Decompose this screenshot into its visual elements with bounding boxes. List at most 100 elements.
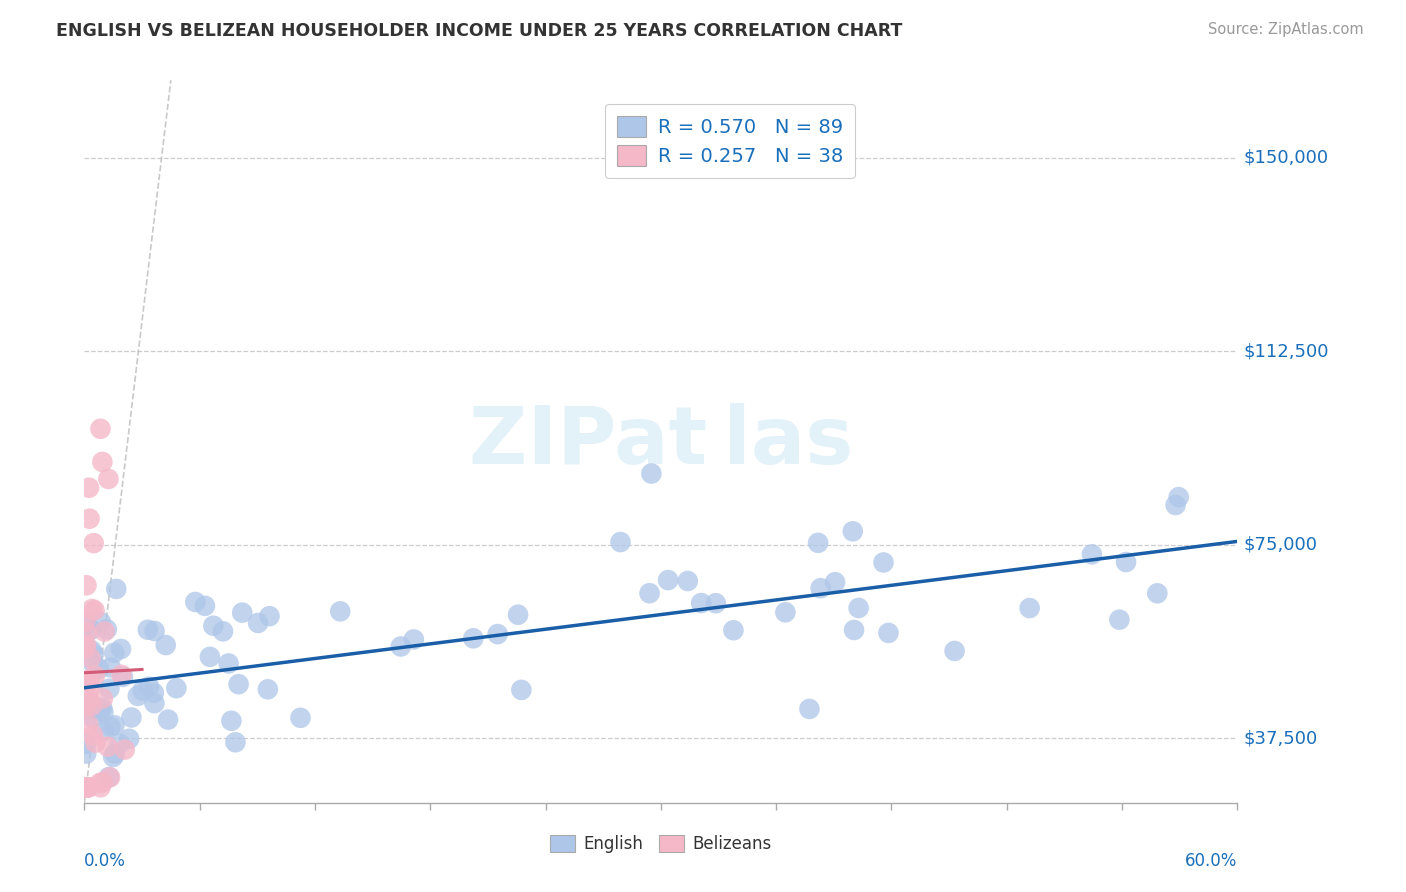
Point [79, 694, 101, 708]
Point [93, 624, 115, 639]
Point [848, 601, 870, 615]
Point [218, 657, 240, 671]
Point [118, 731, 141, 746]
Point [91, 701, 114, 715]
Point [79, 673, 101, 687]
Point [127, 689, 149, 703]
Point [877, 626, 900, 640]
Point [389, 640, 412, 654]
Point [75, 618, 97, 632]
Point [486, 627, 509, 641]
Point [157, 713, 180, 727]
Point [77, 481, 100, 495]
Point [89, 704, 111, 718]
Point [96, 622, 118, 636]
Point [131, 683, 153, 698]
Point [259, 609, 281, 624]
Point [87, 661, 110, 675]
Point [943, 644, 966, 658]
Point [704, 596, 727, 610]
Point [872, 556, 894, 570]
Point [198, 649, 221, 664]
Point [807, 536, 830, 550]
Point [75, 641, 97, 656]
Point [799, 702, 821, 716]
Point [329, 604, 352, 618]
Text: 60.0%: 60.0% [1185, 852, 1237, 870]
Point [104, 747, 127, 761]
Point [221, 714, 243, 728]
Point [97, 770, 120, 784]
Point [506, 607, 529, 622]
Point [256, 682, 278, 697]
Text: $112,500: $112,500 [1243, 343, 1329, 360]
Point [82, 656, 104, 670]
Point [75, 614, 97, 628]
Point [82, 728, 104, 742]
Point [247, 615, 270, 630]
Point [76, 625, 98, 640]
Point [83, 647, 105, 661]
Point [79, 701, 101, 715]
Point [165, 681, 187, 696]
Point [110, 668, 132, 682]
Point [1018, 601, 1040, 615]
Point [77, 780, 100, 795]
Text: ZIPat las: ZIPat las [468, 402, 853, 481]
Text: $75,000: $75,000 [1243, 536, 1317, 554]
Point [120, 710, 142, 724]
Point [83, 536, 105, 550]
Point [1081, 547, 1104, 561]
Point [79, 511, 101, 525]
Point [810, 581, 832, 595]
Point [75, 578, 97, 592]
Point [91, 691, 114, 706]
Point [609, 535, 631, 549]
Point [657, 573, 679, 587]
Point [228, 677, 250, 691]
Point [89, 780, 111, 795]
Point [84, 736, 107, 750]
Point [82, 711, 104, 725]
Point [98, 771, 121, 785]
Point [143, 624, 166, 638]
Point [142, 686, 165, 700]
Point [105, 582, 128, 596]
Point [138, 680, 160, 694]
Point [231, 606, 253, 620]
Point [108, 737, 131, 751]
Point [97, 472, 120, 486]
Point [290, 711, 312, 725]
Point [83, 603, 105, 617]
Text: $37,500: $37,500 [1243, 730, 1317, 747]
Point [75, 638, 97, 652]
Point [76, 780, 98, 795]
Text: 0.0%: 0.0% [84, 852, 127, 870]
Point [100, 660, 122, 674]
Legend: English, Belizeans: English, Belizeans [543, 828, 779, 860]
Point [75, 698, 97, 712]
Point [80, 643, 103, 657]
Point [202, 618, 225, 632]
Point [775, 605, 797, 619]
Point [676, 574, 699, 588]
Point [75, 700, 97, 714]
Point [690, 596, 713, 610]
Point [136, 623, 159, 637]
Point [1115, 555, 1137, 569]
Point [842, 524, 865, 539]
Point [75, 747, 97, 761]
Point [114, 742, 136, 756]
Point [103, 718, 125, 732]
Point [80, 623, 103, 637]
Point [91, 455, 114, 469]
Text: Source: ZipAtlas.com: Source: ZipAtlas.com [1208, 22, 1364, 37]
Point [1108, 613, 1130, 627]
Point [100, 720, 122, 734]
Point [143, 696, 166, 710]
Point [97, 739, 120, 754]
Point [84, 668, 107, 682]
Point [77, 717, 100, 731]
Text: ENGLISH VS BELIZEAN HOUSEHOLDER INCOME UNDER 25 YEARS CORRELATION CHART: ENGLISH VS BELIZEAN HOUSEHOLDER INCOME U… [56, 22, 903, 40]
Point [75, 780, 97, 795]
